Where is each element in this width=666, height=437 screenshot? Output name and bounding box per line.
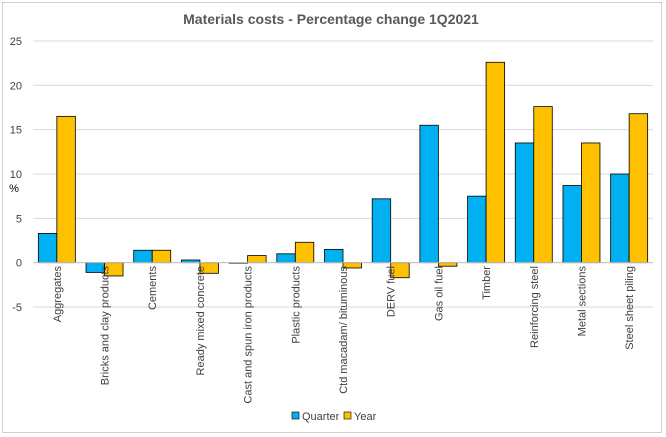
bar-quarter [324,248,344,264]
category-label: Aggregates [52,266,64,323]
bar-quarter [419,124,439,264]
category-label: Bricks and clay products [100,266,112,386]
bar-quarter [610,173,630,264]
y-tick-label: 15 [10,125,22,137]
category-label: Ctd macadam/ bituminous [338,266,350,394]
legend-swatch-quarter [291,411,300,420]
legend-label-year: Year [354,411,377,423]
bar-year [151,249,172,264]
bar-year [56,115,76,264]
bar-year [247,255,267,264]
chart-title: Materials costs - Percentage change 1Q20… [183,11,479,27]
bar-quarter [371,198,392,264]
y-tick-label: -5 [12,302,22,314]
category-label: Cast and spun iron products [243,266,255,404]
bars [37,61,649,279]
bar-quarter [276,253,296,264]
bar-year [437,262,458,267]
category-label: DERV fuel [386,266,398,317]
bar-year [581,142,601,264]
category-label: Gas oil fuel [433,266,445,321]
legend-label-quarter: Quarter [302,411,340,423]
category-label: Cements [147,266,159,311]
bar-quarter [467,195,487,264]
y-axis-label: % [9,183,19,195]
y-tick-label: 20 [10,80,22,92]
y-tick-labels: -5 0 5 10 15 20 25 [10,36,22,314]
y-tick-label: 0 [16,258,22,270]
bar-quarter [133,249,153,264]
y-tick-label: 10 [10,169,22,181]
category-label: Timber [481,266,493,300]
category-labels: Aggregates Bricks and clay products Cement… [52,266,636,404]
category-label: Metal sections [576,266,588,337]
bar-year [628,113,649,264]
bar-year [485,61,505,264]
category-label: Plastic products [290,266,302,344]
bar-quarter [37,233,58,264]
category-label: Reinforcing steel [529,266,541,348]
bar-year [294,241,315,264]
bar-year [533,106,553,264]
bar-quarter [514,142,535,264]
legend: Quarter Year [291,411,377,423]
bar-quarter [562,185,582,264]
legend-swatch-year [343,411,352,420]
y-tick-label: 5 [16,213,22,225]
category-label: Ready mixed concrete [195,266,207,375]
category-label: Steel sheet piling [624,266,636,350]
y-tick-label: 25 [10,36,22,48]
